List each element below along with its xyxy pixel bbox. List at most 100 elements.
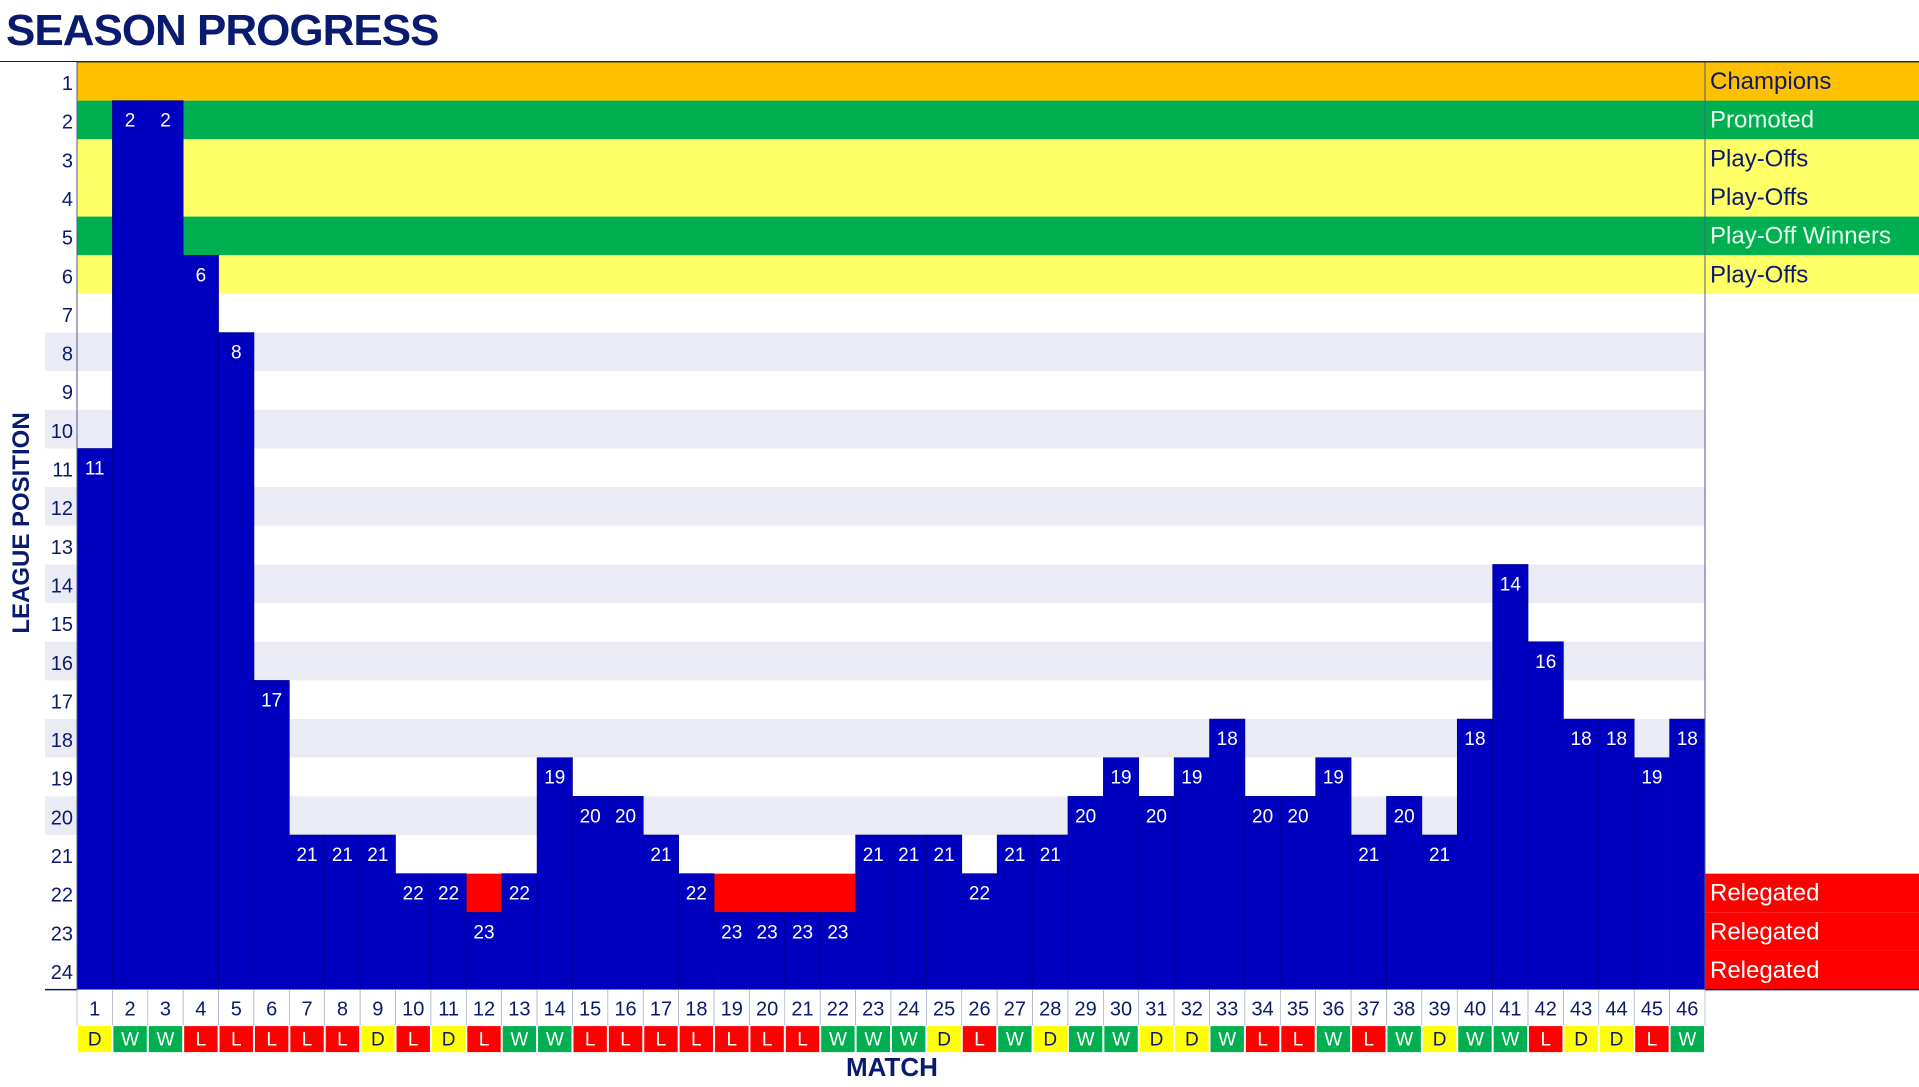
bar-value-label: 6 [196,265,207,286]
result-label: L [1257,1030,1268,1051]
result-cell [572,1025,608,1054]
zone-band [77,177,1919,217]
zone-band [77,216,1919,256]
x-tick-label: 20 [756,999,778,1021]
result-cell [1457,1025,1493,1054]
result-cell [714,1025,750,1054]
x-tick-label: 19 [721,999,743,1021]
position-bar [1527,641,1564,990]
x-tick-label: 24 [898,999,920,1021]
position-bar [359,834,396,990]
result-label: D [1433,1030,1447,1051]
result-cell [183,1025,219,1054]
match-number-cell [749,989,786,1026]
x-tick-label: 22 [827,999,849,1021]
match-number-cell [536,989,573,1026]
zone-column-cell [1705,796,1919,835]
result-cell [395,1025,431,1054]
match-number-cell [147,989,184,1026]
bar-value-label: 20 [1287,806,1308,827]
row-band [77,603,1705,642]
x-tick-label: 8 [337,999,348,1021]
match-number-cell [253,989,290,1026]
bar-value-label: 21 [934,845,955,866]
position-bar [536,757,573,990]
result-label: L [266,1030,277,1051]
result-cell [855,1025,892,1054]
x-tick-label: 4 [195,999,206,1021]
position-bar [1209,718,1246,990]
position-bar [112,100,149,990]
y-tick-label: 14 [51,575,73,597]
y-tick-label: 4 [62,189,73,211]
position-bar [253,680,290,990]
bar-value-label: 19 [1641,768,1662,789]
y-tick-label: 13 [51,537,73,559]
y-tick-label: 19 [51,769,73,791]
x-tick-label: 34 [1251,999,1273,1021]
result-cell [1174,1025,1210,1054]
match-number-cell [1315,989,1352,1026]
result-label: W [1077,1030,1095,1051]
position-bar [1492,564,1529,990]
x-tick-label: 40 [1464,999,1486,1021]
zone-column-cell [1705,371,1919,410]
zone-column-cell [1705,409,1919,449]
y-tick-label: 6 [62,266,73,288]
x-tick-label: 7 [301,999,312,1021]
position-bar [819,911,856,990]
zone-column-cell [1705,293,1919,333]
zone-band [77,139,1919,178]
zone-label: Relegated [1710,957,1819,984]
result-label: L [620,1030,631,1051]
match-number-cell [1173,989,1210,1026]
match-number-cell [996,989,1033,1026]
result-cell [678,1025,715,1054]
bar-value-label: 18 [1571,729,1592,750]
bar-value-label: 16 [1535,652,1556,673]
position-bar [749,911,786,990]
x-tick-label: 23 [862,999,884,1021]
result-cell [1528,1025,1564,1054]
match-number-cell [713,989,750,1026]
x-tick-label: 6 [266,999,277,1021]
result-cell [1315,1025,1352,1054]
x-tick-label: 16 [614,999,636,1021]
bar-value-label: 23 [473,922,494,943]
x-tick-label: 31 [1145,999,1167,1021]
row-band [77,371,1705,410]
y-tick-label: 16 [51,653,73,675]
result-cell [501,1025,538,1054]
result-cell [1492,1025,1529,1054]
result-cell [1280,1025,1316,1054]
result-label: D [1574,1030,1588,1051]
match-number-cell [218,989,255,1026]
bar-value-label: 21 [296,845,317,866]
x-tick-label: 27 [1004,999,1026,1021]
x-tick-label: 30 [1110,999,1132,1021]
x-tick-label: 29 [1075,999,1097,1021]
row-band [77,757,1705,797]
result-label: D [1185,1030,1199,1051]
result-label: W [157,1030,175,1051]
result-label: W [1006,1030,1024,1051]
x-tick-label: 36 [1322,999,1344,1021]
position-bar [218,332,255,990]
result-cell [1032,1025,1068,1054]
result-label: W [900,1030,918,1051]
row-band [77,293,1705,333]
bar-value-label: 18 [1217,729,1238,750]
zone-band [77,100,1919,140]
result-label: D [1043,1030,1057,1051]
bar-value-label: 21 [1429,845,1450,866]
bar-value-label: 21 [1004,845,1025,866]
result-label: W [1218,1030,1236,1051]
bar-value-label: 2 [125,111,136,132]
row-band [77,409,1705,449]
result-cell [1244,1025,1281,1054]
match-number-cell [324,989,361,1026]
bar-value-label: 22 [686,884,707,905]
result-label: L [691,1030,702,1051]
x-tick-label: 11 [438,999,459,1021]
result-label: L [585,1030,596,1051]
